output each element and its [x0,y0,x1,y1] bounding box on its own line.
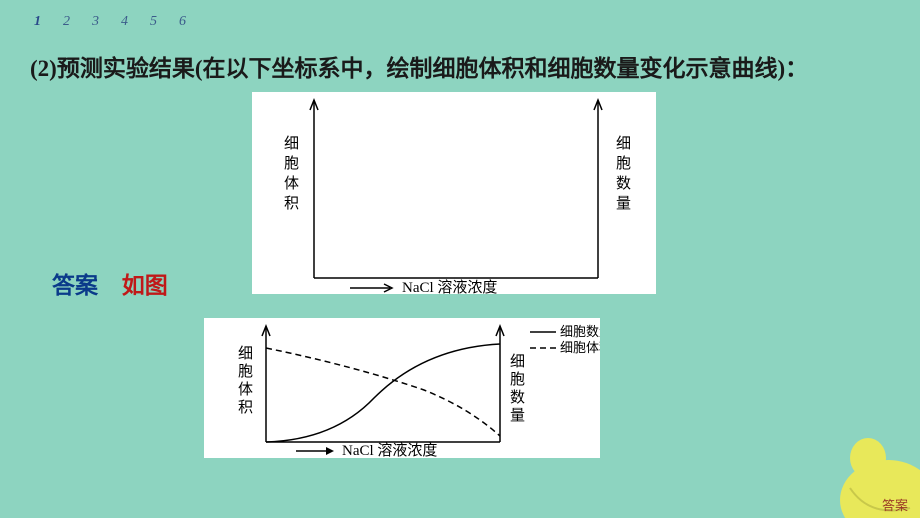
filled-chart: 细 胞 体 积 细 胞 数 量 细胞数量 细胞体积 NaCl 溶液浓度 [204,318,600,458]
yright-char-4: 量 [616,196,631,212]
chart-bg [204,318,600,458]
tab-5[interactable]: 5 [150,14,157,30]
tab-6[interactable]: 6 [179,14,186,30]
yright-char-2: 胞 [510,371,525,388]
answer-line: 答案 如图 [52,266,168,300]
page-tabs: 1 2 3 4 5 6 [0,0,920,30]
yleft-char-1: 细 [238,345,253,362]
blob-head [850,438,886,478]
x-axis-label: NaCl 溶液浓度 [402,279,497,294]
yleft-char-3: 体 [284,175,299,192]
question-text: (2)预测实验结果(在以下坐标系中，绘制细胞体积和细胞数量变化示意曲线)： [0,30,920,89]
answer-button[interactable]: 答案 [882,495,908,514]
yright-char-1: 细 [510,353,525,370]
answer-text: 如图 [122,273,168,298]
yright-char-3: 数 [510,389,525,406]
x-axis-label: NaCl 溶液浓度 [342,442,437,458]
legend-dash-text: 细胞体积 [560,340,600,355]
answer-label: 答案 [52,273,98,298]
legend-solid-text: 细胞数量 [560,324,600,339]
yleft-char-4: 积 [238,399,253,416]
yright-char-2: 胞 [616,155,631,172]
yleft-char-3: 体 [238,381,253,398]
yright-char-3: 数 [616,175,631,192]
yright-char-1: 细 [616,135,631,152]
tab-2[interactable]: 2 [63,14,70,30]
chart-bg [252,92,656,294]
yleft-char-4: 积 [284,195,299,212]
yleft-char-1: 细 [284,135,299,152]
tab-4[interactable]: 4 [121,14,128,30]
empty-chart: 细 胞 体 积 细 胞 数 量 NaCl 溶液浓度 [252,92,656,294]
tab-3[interactable]: 3 [92,14,99,30]
yleft-char-2: 胞 [238,363,253,380]
yright-char-4: 量 [510,408,525,424]
yleft-char-2: 胞 [284,155,299,172]
tab-1[interactable]: 1 [34,14,41,30]
